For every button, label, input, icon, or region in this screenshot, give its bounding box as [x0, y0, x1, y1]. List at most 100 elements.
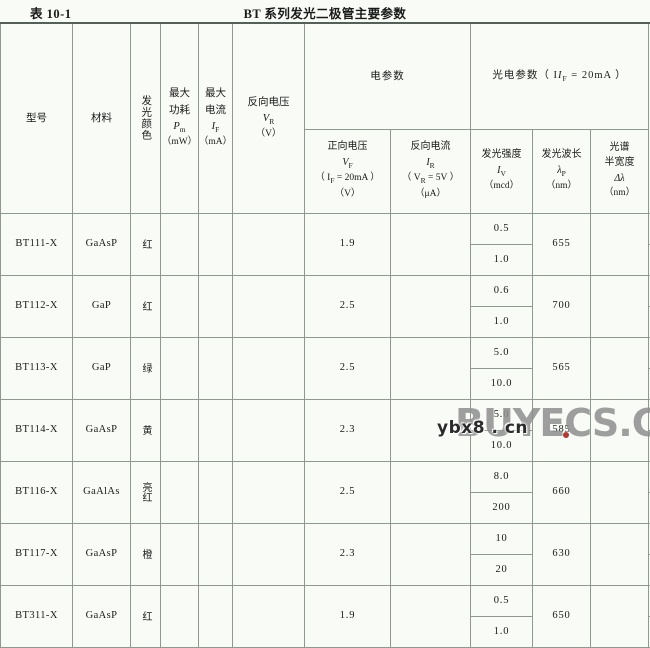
th-luminous-intensity-unit: （mcd）	[484, 181, 519, 193]
cell-color: 红	[131, 585, 161, 647]
th-max-power-l1: 最大	[169, 87, 190, 100]
cell-forward-voltage: 2.5	[305, 275, 391, 337]
th-forward-voltage-l1: 正向电压	[328, 141, 368, 154]
th-forward-voltage-unit: （V）	[335, 189, 361, 201]
th-luminous-intensity-l1: 发光强度	[482, 149, 522, 162]
cell-wavelength: 700	[533, 275, 591, 337]
cell-spectral-halfwidth	[591, 399, 649, 461]
cell-luminous-intensity: 10	[471, 523, 533, 554]
th-max-current-unit: （mA）	[199, 137, 232, 149]
cell-model: BT111-X	[1, 213, 73, 275]
cell-max-power	[161, 275, 199, 337]
cell-luminous-intensity: 20	[471, 554, 533, 585]
th-model: 型号	[1, 23, 73, 213]
cell-reverse-current	[391, 399, 471, 461]
cell-max-power	[161, 523, 199, 585]
th-luminous-intensity: 发光强度 IV （mcd）	[471, 129, 533, 213]
cell-spectral-halfwidth	[591, 213, 649, 275]
th-reverse-current: 反向电流 IR （ VR = 5V ） （μA）	[391, 129, 471, 213]
cell-wavelength: 565	[533, 337, 591, 399]
th-max-current-l1: 最大	[205, 87, 226, 100]
cell-color-label: 亮红	[140, 482, 151, 502]
cell-luminous-intensity: 10.0	[471, 430, 533, 461]
th-forward-voltage-cond: （ I	[315, 173, 330, 183]
cell-forward-voltage: 1.9	[305, 213, 391, 275]
th-max-power-sub: m	[180, 125, 186, 134]
th-color-label: 发光颜色	[140, 95, 152, 141]
cell-luminous-intensity: 200	[471, 492, 533, 523]
th-group-opto-cond2: = 20mA ）	[568, 70, 627, 81]
cell-forward-voltage: 2.3	[305, 523, 391, 585]
th-spectral-halfwidth-sym: Δλ	[614, 173, 624, 184]
cell-material: GaAsP	[73, 399, 131, 461]
cell-max-power	[161, 585, 199, 647]
th-group-opto-cond: （ I	[538, 70, 558, 81]
cell-luminous-intensity: 0.5	[471, 585, 533, 616]
cell-material: GaAsP	[73, 585, 131, 647]
cell-wavelength: 585	[533, 399, 591, 461]
cell-max-current	[199, 399, 233, 461]
cell-material: GaAsP	[73, 213, 131, 275]
cell-wavelength: 660	[533, 461, 591, 523]
th-forward-voltage: 正向电压 VF （ IF = 20mA ） （V）	[305, 129, 391, 213]
cell-model: BT116-X	[1, 461, 73, 523]
th-reverse-current-cond2: = 5V ）	[426, 173, 459, 183]
th-wavelength-l1: 发光波长	[542, 149, 582, 162]
cell-model: BT112-X	[1, 275, 73, 337]
cell-color: 黄	[131, 399, 161, 461]
cell-reverse-current	[391, 585, 471, 647]
th-forward-voltage-sub: F	[348, 161, 352, 170]
th-group-optoelectronic: 光电参数（ IIF = 20mA ）	[471, 23, 649, 129]
th-reverse-current-l1: 反向电流	[411, 141, 451, 154]
th-group-electrical: 电参数	[305, 23, 471, 129]
cell-forward-voltage: 1.9	[305, 585, 391, 647]
cell-model: BT114-X	[1, 399, 73, 461]
cell-max-current	[199, 461, 233, 523]
cell-material: GaP	[73, 337, 131, 399]
cell-model: BT311-X	[1, 585, 73, 647]
cell-luminous-intensity: 1.0	[471, 616, 533, 647]
cell-color-label: 红	[140, 239, 151, 249]
cell-reverse-voltage	[233, 523, 305, 585]
th-reverse-voltage-unit: （V）	[256, 129, 282, 141]
cell-luminous-intensity: 0.6	[471, 275, 533, 306]
parameters-table: 型号 材料 发光颜色 最大 功耗 Pm （mW） 最大 电流	[0, 22, 650, 648]
th-forward-voltage-cond2: = 20mA ）	[335, 173, 380, 183]
cell-reverse-current	[391, 523, 471, 585]
table-page: 表 10-1 BT 系列发光二极管主要参数 型号 材料 发光颜色 最大 功耗	[0, 0, 650, 462]
cell-color: 红	[131, 275, 161, 337]
th-luminous-intensity-sub: V	[500, 169, 505, 178]
th-wavelength-sub: P	[562, 169, 566, 178]
cell-reverse-voltage	[233, 337, 305, 399]
cell-model: BT113-X	[1, 337, 73, 399]
th-spectral-halfwidth-unit: （nm）	[604, 188, 635, 200]
cell-reverse-voltage	[233, 461, 305, 523]
th-max-power: 最大 功耗 Pm （mW）	[161, 23, 199, 213]
cell-forward-voltage: 2.5	[305, 337, 391, 399]
cell-luminous-intensity: 5.0	[471, 337, 533, 368]
cell-wavelength: 650	[533, 585, 591, 647]
cell-luminous-intensity: 10.0	[471, 368, 533, 399]
th-material: 材料	[73, 23, 131, 213]
cell-color-label: 橙	[140, 549, 151, 559]
th-reverse-voltage: 反向电压 VR （V）	[233, 23, 305, 213]
cell-spectral-halfwidth	[591, 275, 649, 337]
cell-max-current	[199, 585, 233, 647]
th-group-opto-name: 光电参数	[492, 70, 538, 81]
cell-reverse-current	[391, 337, 471, 399]
cell-reverse-voltage	[233, 275, 305, 337]
cell-max-current	[199, 213, 233, 275]
cell-reverse-voltage	[233, 399, 305, 461]
cell-spectral-halfwidth	[591, 523, 649, 585]
cell-material: GaAsP	[73, 523, 131, 585]
th-max-current: 最大 电流 IF （mA）	[199, 23, 233, 213]
th-max-power-unit: （mW）	[162, 137, 197, 149]
cell-color-label: 红	[140, 301, 151, 311]
cell-spectral-halfwidth	[591, 337, 649, 399]
